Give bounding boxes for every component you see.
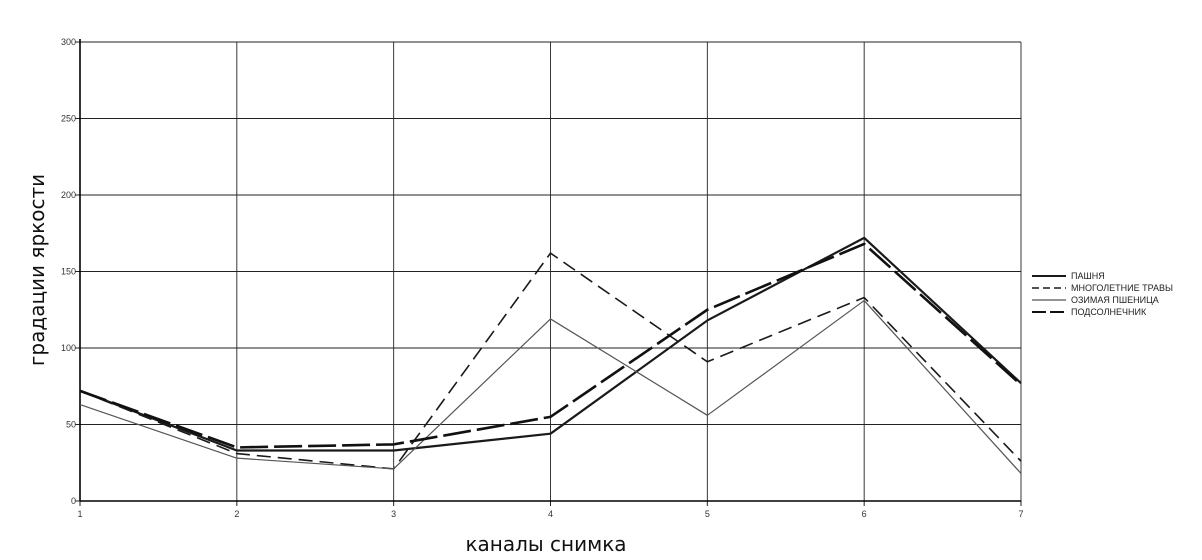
y-tick-labels: 0 50 100 150 200 250 300 [61,37,76,506]
y-tick-label: 50 [66,420,76,430]
series-line-4 [79,242,1022,449]
y-axis-label: градации яркости [25,174,49,366]
y-tick-label: 150 [61,267,76,277]
x-tick-labels: 1 2 3 4 5 6 7 [77,509,1023,519]
legend: ПАШНЯ МНОГОЛЕТНИЕ ТРАВЫ ОЗИМАЯ ПШЕНИЦА ПОДС… [1032,271,1173,317]
x-tick-label: 2 [234,509,239,519]
y-tick-label: 0 [71,496,76,506]
y-tick-label: 300 [61,37,76,47]
axes [75,39,1022,506]
x-tick-label: 3 [391,509,396,519]
grid [79,41,1022,502]
x-tick-label: 6 [862,509,867,519]
y-tick-label: 250 [61,114,76,124]
legend-label-1: ПАШНЯ [1071,271,1105,281]
legend-label-3: ОЗИМАЯ ПШЕНИЦА [1071,295,1159,305]
x-tick-label: 5 [705,509,710,519]
series-line-2 [79,252,1022,470]
series-lines [79,236,1022,474]
y-tick-label: 100 [61,343,76,353]
legend-label-2: МНОГОЛЕТНИЕ ТРАВЫ [1071,283,1173,293]
series-line-3 [79,299,1022,474]
x-tick-label: 7 [1018,509,1023,519]
x-axis-label: каналы снимка [465,532,626,556]
x-tick-label: 4 [548,509,553,519]
legend-label-4: ПОДСОЛНЕЧНИК [1071,307,1147,317]
x-tick-label: 1 [77,509,82,519]
y-tick-label: 200 [61,190,76,200]
series-line-1 [79,236,1022,452]
